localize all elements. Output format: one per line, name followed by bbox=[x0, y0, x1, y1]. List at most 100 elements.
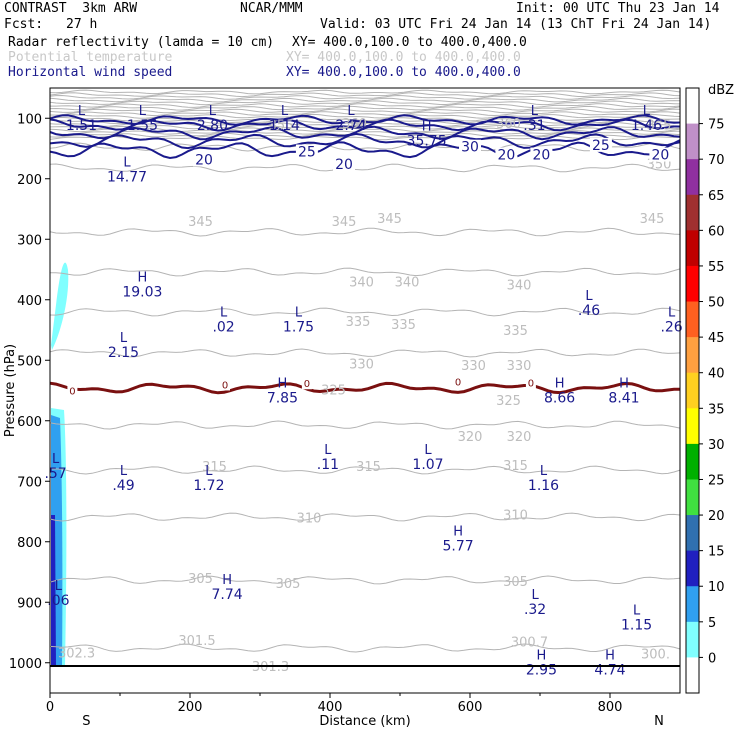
extremum-marker-29: H bbox=[537, 649, 547, 664]
theta-label-17: 330 bbox=[507, 359, 532, 374]
theta-contour-2 bbox=[49, 227, 681, 237]
y-tick-label-8: 900 bbox=[17, 596, 42, 611]
extremum-value-5: .31 bbox=[523, 118, 545, 134]
theta-label-6: 345 bbox=[332, 215, 357, 230]
wind-label-3: 30 bbox=[461, 140, 479, 156]
freezing-label-0: 0 bbox=[69, 387, 75, 398]
extremum-value-2: 2.80 bbox=[197, 118, 228, 134]
extremum-marker-28: L bbox=[633, 603, 641, 618]
theta-contour-9 bbox=[49, 575, 681, 585]
y-tick-label-5: 600 bbox=[17, 415, 42, 430]
direction-north: N bbox=[654, 714, 664, 729]
extremum-marker-30: H bbox=[605, 649, 615, 664]
freezing-contour bbox=[49, 381, 680, 395]
y-tick-label-1: 200 bbox=[17, 173, 42, 188]
theta-label-22: 315 bbox=[202, 460, 227, 475]
colorbar-label-9: 30 bbox=[708, 438, 725, 453]
freezing-label-bg-2 bbox=[301, 378, 312, 390]
extremum-value-25: 7.74 bbox=[212, 587, 243, 603]
theta-contour-5 bbox=[49, 348, 681, 358]
valid-time: Valid: 03 UTC Fri 24 Jan 14 (13 ChT Fri … bbox=[320, 17, 712, 32]
extremum-value-21: .49 bbox=[112, 478, 134, 494]
theta-label-16: 330 bbox=[461, 359, 486, 374]
wind-label-bg-6 bbox=[589, 137, 612, 152]
theta-contour-1 bbox=[49, 163, 681, 173]
theta-contour-8 bbox=[49, 512, 681, 522]
extremum-value-27: .32 bbox=[524, 602, 546, 618]
theta-label-13: 335 bbox=[391, 318, 416, 333]
x-tick-label-0: 0 bbox=[46, 700, 54, 715]
wind-contours bbox=[49, 114, 681, 160]
wind-label-bg-4 bbox=[495, 147, 518, 162]
freezing-label-bg-3 bbox=[453, 376, 464, 388]
extremum-marker-12: L bbox=[295, 306, 303, 321]
extremum-marker-6: L bbox=[643, 104, 651, 119]
wind-label-5: 20 bbox=[532, 148, 550, 164]
wind-label-bg-2 bbox=[333, 157, 355, 172]
theta-contour-upper-1 bbox=[49, 92, 681, 98]
extremum-marker-14: L bbox=[120, 331, 128, 346]
colorbar-label-13: 10 bbox=[708, 580, 725, 595]
field-1-xy: XY= 400.0,100.0 to 400.0,400.0 bbox=[292, 35, 527, 50]
freezing-label-1: 0 bbox=[222, 380, 228, 391]
x-axis-title: Distance (km) bbox=[319, 714, 410, 729]
extremum-value-0: 1.51 bbox=[66, 118, 97, 134]
y-tick-label-0: 100 bbox=[17, 112, 42, 127]
colorbar-label-6: 45 bbox=[708, 331, 725, 346]
colorbar-label-3: 60 bbox=[708, 224, 725, 239]
colorbar-unit: dBZ bbox=[708, 83, 734, 98]
theta-contour-upper-7 bbox=[49, 108, 681, 114]
theta-label-1: 360 bbox=[342, 117, 367, 132]
theta-label-25: 310 bbox=[297, 512, 322, 527]
theta-label-32: 301.3 bbox=[252, 660, 289, 675]
theta-contour-10 bbox=[49, 643, 681, 653]
freezing-label-bg-1 bbox=[220, 379, 230, 391]
theta-label-2: 360 bbox=[496, 117, 521, 132]
theta-contour-upper-15 bbox=[49, 130, 680, 135]
extremum-marker-9: H bbox=[138, 271, 148, 286]
colorbar-swatch-1 bbox=[686, 123, 699, 160]
extremum-value-14: 2.15 bbox=[108, 345, 139, 361]
freezing-label-bg-4 bbox=[525, 377, 536, 389]
wind-label-0: 20 bbox=[195, 152, 213, 168]
colorbar-swatch-10 bbox=[686, 443, 699, 480]
colorbar-swatch-15 bbox=[686, 621, 699, 658]
freezing-label-bg-0 bbox=[67, 385, 78, 397]
theta-label-27: 305 bbox=[188, 572, 213, 587]
theta-label-7: 345 bbox=[377, 212, 402, 227]
extremum-value-10: .46 bbox=[578, 303, 600, 319]
extremum-value-13: .26 bbox=[660, 320, 682, 336]
theta-contour-upper-9 bbox=[49, 113, 681, 119]
theta-contour-upper-8 bbox=[49, 111, 681, 117]
colorbar-label-14: 5 bbox=[708, 616, 716, 631]
extremum-value-17: 8.41 bbox=[608, 390, 639, 406]
extremum-value-22: 1.72 bbox=[193, 478, 224, 494]
theta-label-26: 310 bbox=[503, 509, 528, 524]
colorbar-swatch-12 bbox=[686, 515, 699, 552]
y-tick-label-2: 300 bbox=[17, 233, 42, 248]
colorbar-label-7: 40 bbox=[708, 367, 725, 382]
theta-contour-upper-16 bbox=[49, 132, 681, 138]
extremum-marker-23: L bbox=[540, 464, 548, 479]
wind-label-1: 25 bbox=[298, 145, 316, 161]
colorbar-label-15: 0 bbox=[708, 651, 716, 666]
theta-label-30: 302.3 bbox=[58, 646, 95, 661]
theta-label-8: 345 bbox=[640, 212, 665, 227]
wind-label-bg-0 bbox=[193, 152, 215, 167]
extremum-marker-7: H bbox=[422, 119, 432, 134]
plot-frame bbox=[49, 87, 681, 694]
y-tick-label-4: 500 bbox=[17, 354, 42, 369]
field-3-xy: XY= 400.0,100.0 to 400.0,400.0 bbox=[286, 65, 521, 80]
theta-label-9: 340 bbox=[349, 276, 374, 291]
extremum-value-28: 1.15 bbox=[621, 617, 652, 633]
freezing-line bbox=[49, 381, 680, 395]
extremum-marker-13: L bbox=[668, 306, 676, 321]
extremum-value-4: 2.74 bbox=[335, 118, 366, 134]
extremum-marker-26: L bbox=[55, 579, 63, 594]
colorbar-swatch-16 bbox=[686, 657, 699, 694]
extremum-marker-18: L bbox=[324, 443, 332, 458]
reflectivity-shading bbox=[51, 262, 69, 665]
colorbar-swatch-2 bbox=[686, 159, 699, 196]
